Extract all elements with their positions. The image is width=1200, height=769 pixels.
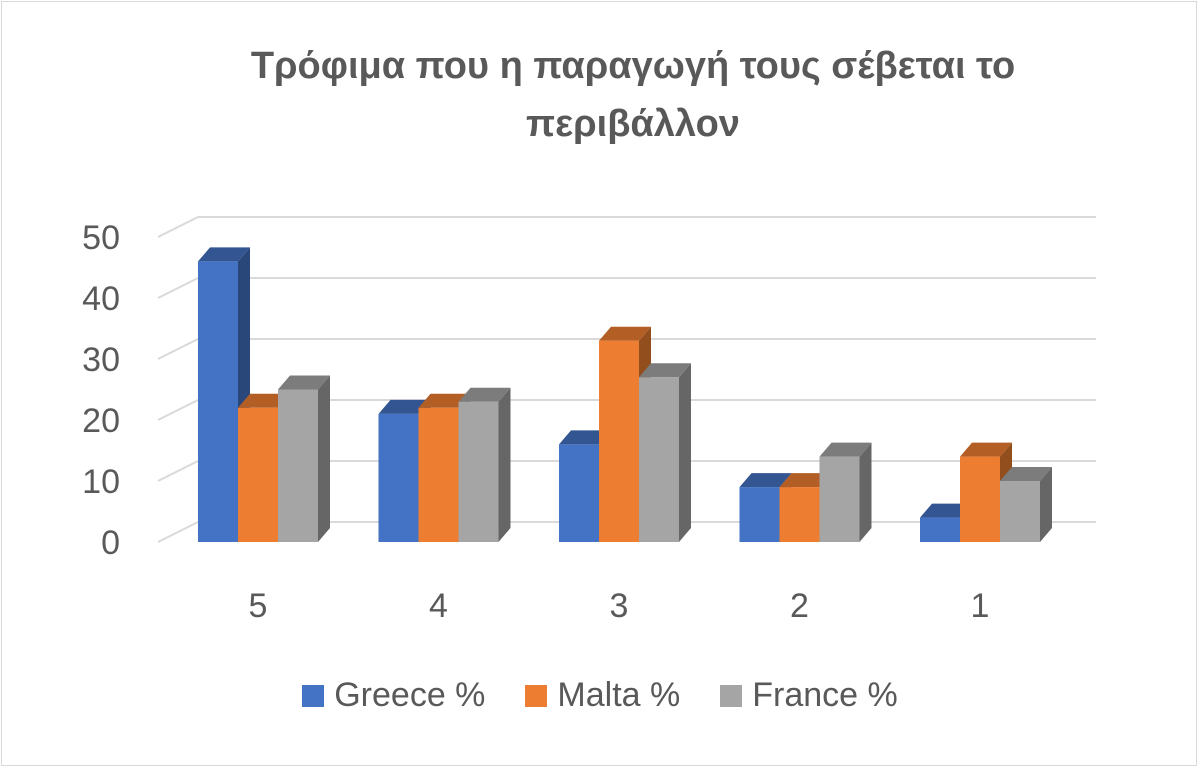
bar-top — [599, 326, 651, 341]
y-tick-label: 40 — [82, 280, 120, 318]
chart-title-line-2: περιβάλλον — [526, 103, 740, 145]
bar — [238, 407, 278, 542]
y-tick-label: 10 — [82, 463, 120, 501]
bar — [278, 389, 318, 542]
bar-top — [1000, 467, 1052, 481]
bar-top — [739, 473, 792, 488]
legend-label-greece: Greece % — [334, 676, 486, 714]
legend-swatch-greece — [302, 684, 325, 707]
bar-side — [859, 442, 872, 542]
y-tick-label: 50 — [82, 219, 120, 257]
bar — [559, 444, 599, 542]
bar-top — [198, 247, 250, 262]
bar-top — [559, 430, 611, 445]
gridline-diagonal — [157, 216, 199, 238]
gridline-diagonal — [157, 338, 199, 360]
x-tick-label: 4 — [429, 587, 448, 625]
legend-item-france: France % — [720, 676, 898, 715]
bar-top — [418, 393, 471, 408]
bar — [920, 517, 960, 542]
bar-top — [920, 503, 972, 518]
bar — [458, 401, 499, 542]
legend-label-malta: Malta % — [557, 676, 681, 714]
bar — [378, 413, 419, 542]
bar-side — [318, 375, 330, 542]
bar — [819, 456, 860, 542]
bar — [198, 261, 238, 542]
bar-top — [639, 363, 691, 378]
legend-label-france: France % — [752, 676, 898, 714]
y-tick-label: 20 — [82, 402, 120, 440]
gridline-diagonal — [157, 399, 199, 421]
bar-top — [378, 399, 431, 414]
bar-top — [238, 393, 290, 408]
chart-title-line-1: Τρόφιμα που η παραγωγή τους σέβεται το — [250, 45, 1016, 87]
x-tick-label: 1 — [971, 587, 990, 625]
bar-side — [498, 387, 511, 542]
bar-top — [779, 473, 832, 488]
bar — [779, 487, 820, 542]
bar — [1000, 481, 1040, 542]
legend-swatch-malta — [525, 684, 548, 707]
x-tick-label: 5 — [249, 587, 268, 625]
chart-title: Τρόφιμα που η παραγωγή τους σέβεται το π… — [0, 37, 1200, 153]
gridline-diagonal — [157, 460, 199, 482]
legend-swatch-france — [720, 684, 743, 707]
x-tick-label: 2 — [790, 587, 809, 625]
bar — [739, 487, 780, 542]
legend-item-greece: Greece % — [302, 676, 485, 715]
bar-top — [458, 387, 511, 402]
bar — [960, 456, 1000, 542]
y-tick-label: 30 — [82, 341, 120, 379]
bar-side — [679, 363, 691, 542]
bar — [599, 340, 639, 542]
bar — [418, 407, 459, 542]
bar-top — [278, 375, 330, 390]
bar-side — [1040, 467, 1052, 542]
bar-top — [819, 442, 872, 457]
y-tick-label: 0 — [101, 524, 120, 562]
bar — [639, 377, 679, 542]
legend-item-malta: Malta % — [525, 676, 680, 715]
gridline-diagonal — [157, 277, 199, 299]
x-tick-label: 3 — [610, 587, 629, 625]
bar-top — [960, 442, 1012, 457]
chart-legend: Greece % Malta % France % — [0, 676, 1200, 715]
gridline-diagonal — [157, 521, 199, 543]
